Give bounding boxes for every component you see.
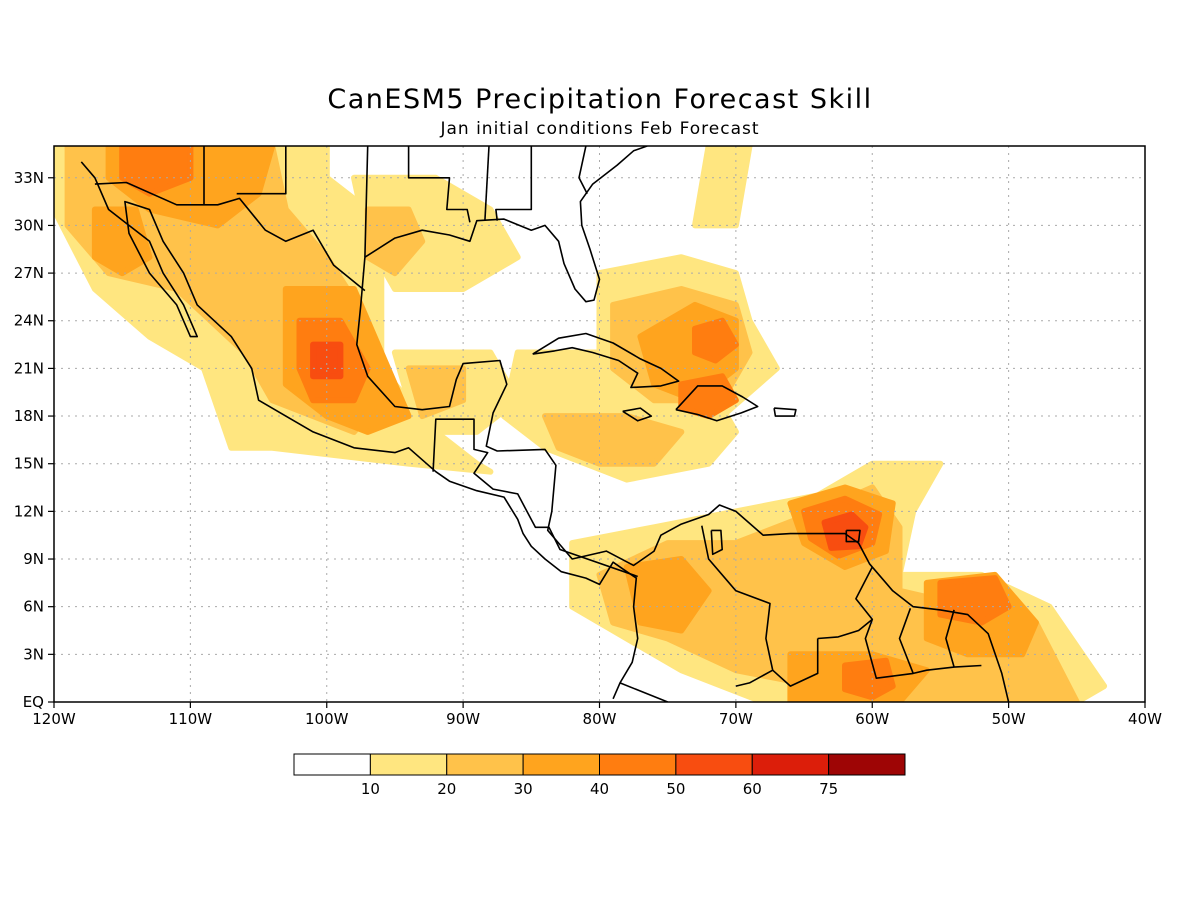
colorbar-swatch <box>828 753 906 776</box>
region-central-mexico-peak <box>310 341 344 380</box>
x-tick-label: 120W <box>32 710 76 728</box>
colorbar-label: 60 <box>743 780 762 798</box>
coastline-us-state-lines-3 <box>407 146 471 223</box>
colorbar: 10 20 30 40 50 60 75 <box>293 753 906 798</box>
region-trinidad-peak <box>821 511 869 551</box>
colorbar-label: 30 <box>514 780 533 798</box>
coastline-us-state-lines-4 <box>484 146 490 221</box>
y-tick-label: 3N <box>23 645 44 663</box>
region-caribbean-west-2 <box>542 413 685 467</box>
coastline-guyana-borders <box>855 566 982 680</box>
coastline-us-state-lines-6 <box>578 146 588 195</box>
colorbar-swatch <box>599 753 677 776</box>
y-tick-label: 15N <box>14 455 44 473</box>
y-tick-label: 27N <box>14 264 44 282</box>
axes: 120W 110W 100W 90W 80W 70W 60W 50W 40W EQ 3N 6N 9N 12… <box>14 169 1162 728</box>
x-tick-label: 70W <box>719 710 753 728</box>
coastline-brazil-venezuela <box>817 618 873 640</box>
colorbar-swatch <box>675 753 753 776</box>
chart-subtitle: Jan initial conditions Feb Forecast <box>440 119 760 139</box>
coastline-ecuador-peru <box>619 682 668 702</box>
region-amazon-peak <box>842 657 896 701</box>
coastline-us-state-lines-5 <box>495 146 533 221</box>
region-colombia-core <box>623 556 712 634</box>
coastline-lake-maracaibo <box>710 529 724 556</box>
coastline-suriname-border <box>945 609 955 668</box>
coastlines <box>80 146 1010 702</box>
y-tick-label: EQ <box>23 693 44 711</box>
colorbar-swatch <box>522 753 600 776</box>
y-tick-label: 30N <box>14 216 44 234</box>
region-guiana-peak <box>937 575 1012 626</box>
chart-title: CanESM5 Precipitation Forecast Skill <box>327 84 873 115</box>
colorbar-swatch <box>369 753 448 776</box>
coastline-jamaica <box>622 407 653 422</box>
y-tick-label: 33N <box>14 169 44 187</box>
y-tick-label: 24N <box>14 312 44 330</box>
x-tick-label: 100W <box>305 710 349 728</box>
coastline-cuba <box>532 332 680 389</box>
coastline-brazil-venezuela-2 <box>772 638 819 687</box>
colorbar-label: 20 <box>437 780 456 798</box>
coastline-trinidad <box>845 529 861 543</box>
coastline-puerto-rico <box>773 407 797 417</box>
coastline-s-america-borders <box>701 525 774 687</box>
region-baja-core <box>91 206 153 277</box>
colorbar-swatch <box>446 753 524 776</box>
coastline-central-am-borders <box>432 418 638 578</box>
region-atlantic-ne <box>692 146 753 229</box>
x-tick-label: 50W <box>992 710 1026 728</box>
x-tick-label: 90W <box>446 710 480 728</box>
colorbar-swatch <box>751 753 830 776</box>
x-tick-label: 80W <box>583 710 617 728</box>
y-tick-label: 18N <box>14 407 44 425</box>
gridlines <box>54 146 1145 702</box>
coastline-gulf-coast <box>355 146 1010 702</box>
y-tick-label: 21N <box>14 359 44 377</box>
coastline-guyana-borders-2 <box>898 608 914 674</box>
colorbar-label: 40 <box>590 780 609 798</box>
coastline-us-state-lines-2 <box>236 146 287 195</box>
y-tick-label: 9N <box>23 550 44 568</box>
coastline-hispaniola <box>675 385 759 422</box>
coastline-borders <box>94 181 366 292</box>
x-tick-label: 60W <box>855 710 889 728</box>
colorbar-label: 75 <box>819 780 838 798</box>
colorbar-label: 10 <box>361 780 380 798</box>
region-gulf-patch-2 <box>364 206 426 277</box>
region-nw-mexico-peak <box>119 146 194 197</box>
region-cuba-peak <box>692 317 739 364</box>
y-tick-label: 6N <box>23 598 44 616</box>
x-tick-label: 40W <box>1128 710 1162 728</box>
colorbar-swatch <box>293 753 371 776</box>
colorbar-label: 50 <box>666 780 685 798</box>
y-tick-label: 12N <box>14 502 44 520</box>
coastline-north-america-coast <box>80 161 639 700</box>
x-tick-label: 110W <box>169 710 213 728</box>
